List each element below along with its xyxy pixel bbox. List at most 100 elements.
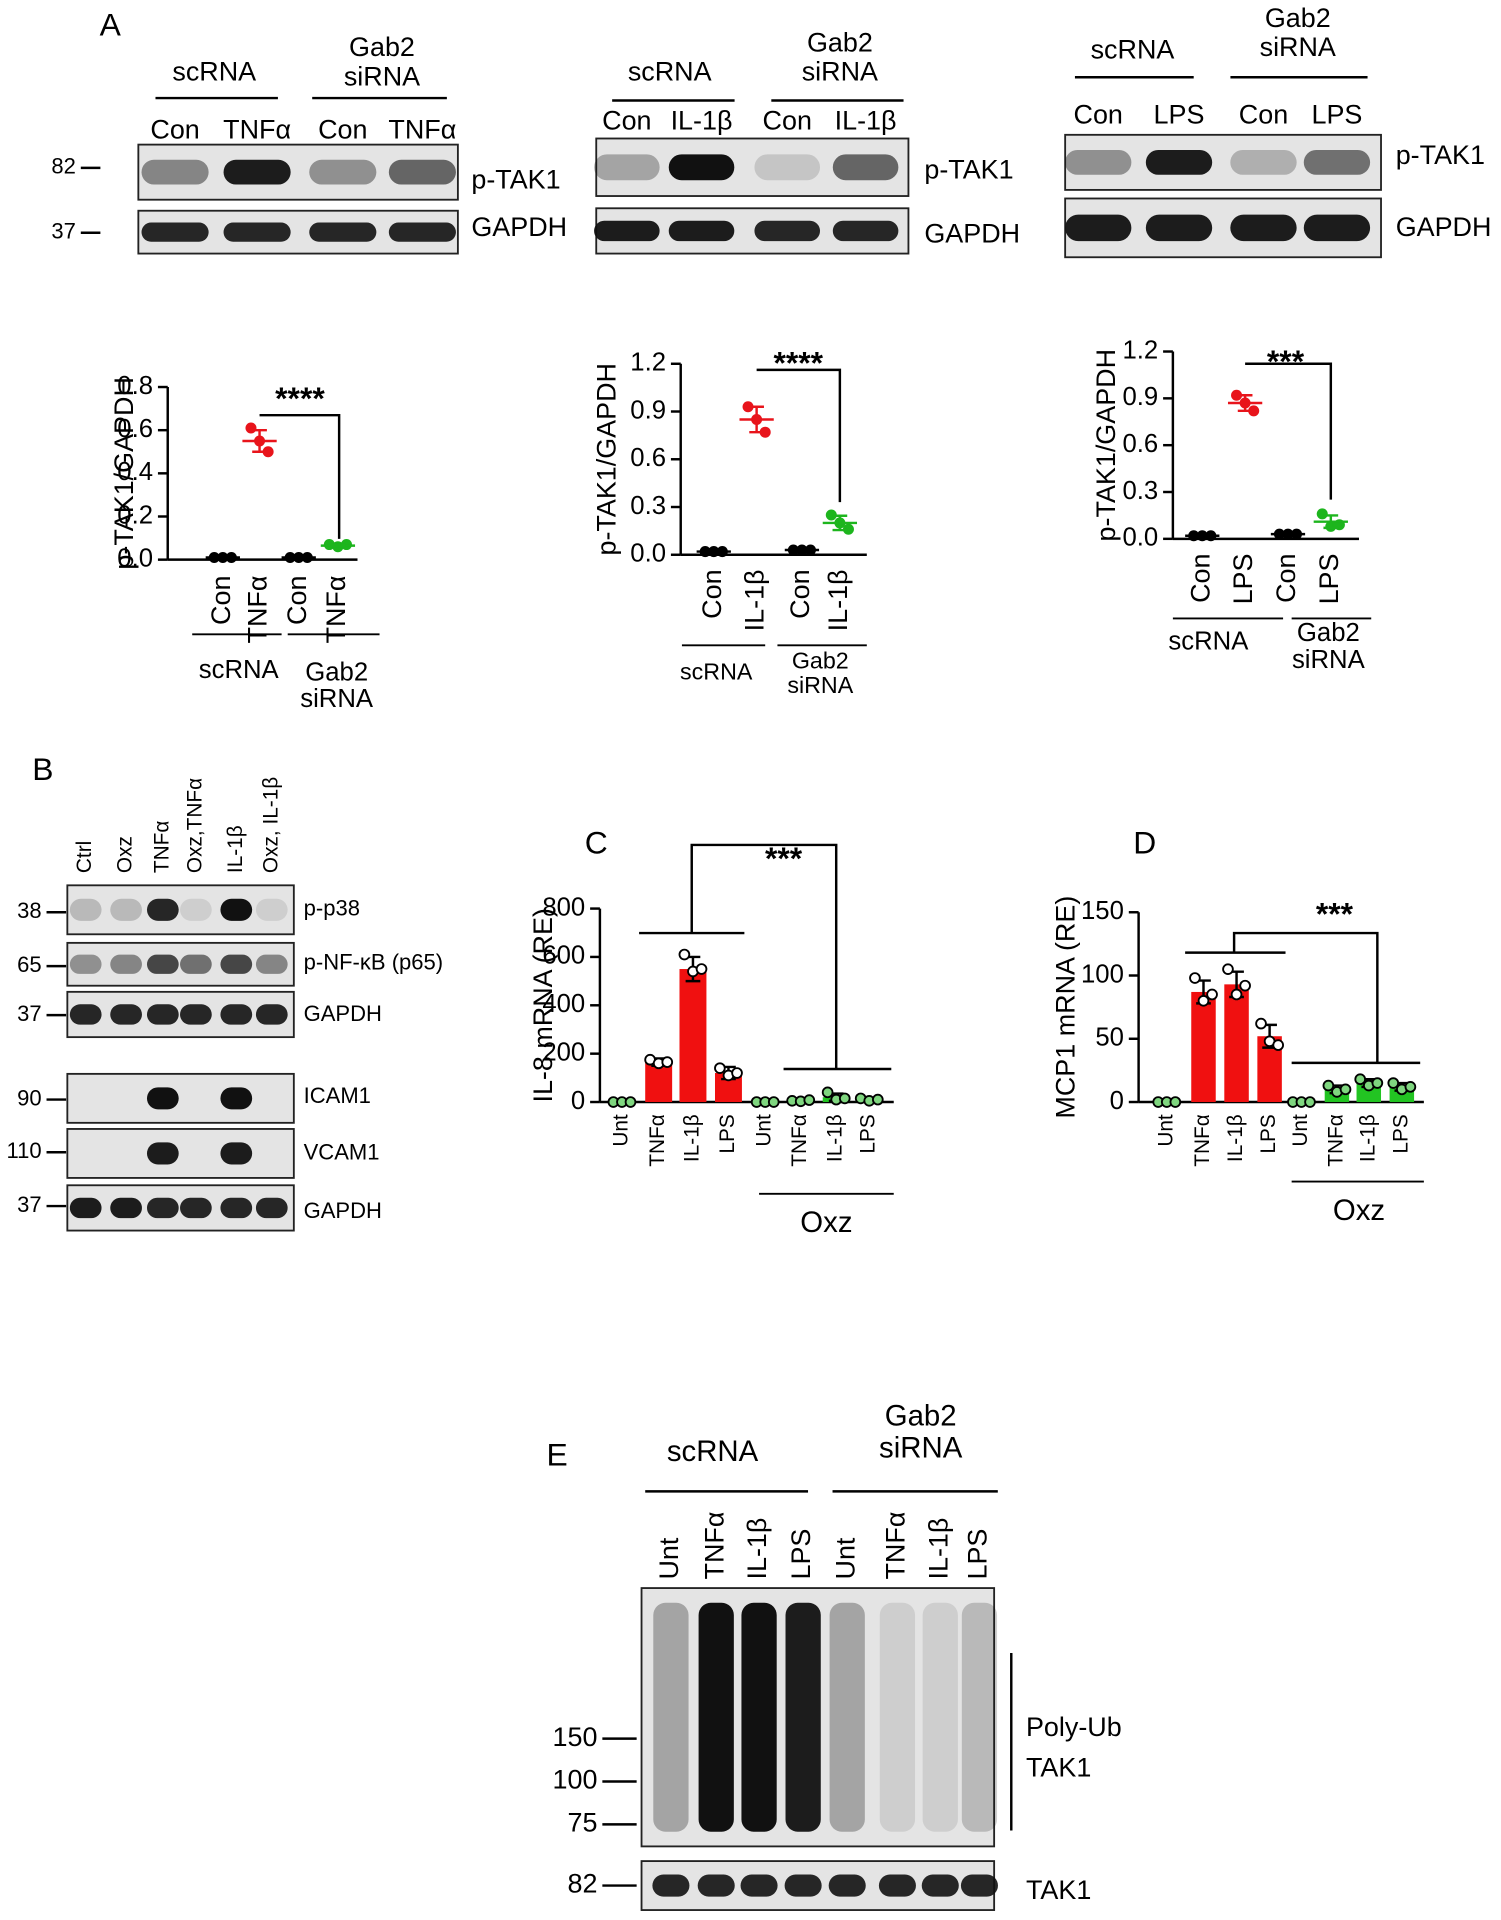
data-point xyxy=(1197,994,1210,1007)
blot-band xyxy=(740,1874,778,1897)
group-label: scRNA xyxy=(628,57,712,87)
sd-bar xyxy=(749,405,764,434)
blot-band xyxy=(784,1874,822,1897)
data-point xyxy=(1222,963,1234,975)
x-tick-label: TNFα xyxy=(1191,1114,1214,1166)
sd-bar xyxy=(832,514,848,532)
data-point xyxy=(1387,1077,1400,1089)
group-label: siRNA xyxy=(1292,646,1366,674)
lane-label: Con xyxy=(1239,100,1288,130)
x-tick-label: Unt xyxy=(1154,1114,1177,1147)
blot-smear xyxy=(698,1602,734,1832)
blot-membrane xyxy=(66,1072,295,1124)
y-tick-label: 100 xyxy=(1081,960,1124,988)
blot-band xyxy=(69,1004,102,1025)
x-tick-label: IL-1β xyxy=(1224,1114,1247,1162)
protein-label: p-TAK1 xyxy=(924,155,1013,185)
blot-band xyxy=(1303,214,1371,242)
y-tick-label: 1.2 xyxy=(630,349,666,377)
data-point xyxy=(1189,972,1201,984)
blot-band xyxy=(146,898,179,921)
blot-band xyxy=(180,954,212,974)
significance-bracket xyxy=(1245,362,1333,500)
x-tick-label: LPS xyxy=(1314,554,1344,605)
y-tick-label: 1.2 xyxy=(1122,336,1158,364)
blot-band xyxy=(220,954,253,974)
blot-smear xyxy=(879,1602,916,1832)
data-point xyxy=(825,509,837,521)
x-tick-label: Unt xyxy=(753,1114,776,1147)
x-tick-label: TNFα xyxy=(321,576,351,644)
sd-bar xyxy=(330,543,346,548)
x-tick-label: LPS xyxy=(857,1114,880,1153)
y-tick-label: 50 xyxy=(1095,1024,1124,1052)
blot-band xyxy=(180,1197,212,1219)
blot-band xyxy=(146,1087,179,1110)
data-point xyxy=(1272,1039,1284,1051)
blot-smear xyxy=(741,1602,777,1832)
data-point xyxy=(1231,389,1243,401)
significance-bracket xyxy=(756,368,842,503)
data-point xyxy=(1354,1073,1367,1086)
group-label: Gab2 xyxy=(305,658,368,686)
data-point xyxy=(661,1056,674,1068)
y-axis-label: p-TAK1/GAPDH xyxy=(109,377,139,570)
data-point xyxy=(821,1086,834,1099)
significance-bracket xyxy=(259,413,341,539)
significance-label: **** xyxy=(275,380,325,416)
data-point xyxy=(1255,1017,1267,1030)
x-tick-label: Unt xyxy=(609,1114,632,1147)
bar xyxy=(1191,991,1216,1103)
protein-label: GAPDH xyxy=(1396,212,1492,242)
blot-band xyxy=(110,954,142,974)
y-tick-label: 0.9 xyxy=(630,396,666,424)
blot-band xyxy=(309,222,377,242)
lane-label: IL-1β xyxy=(835,106,897,136)
y-axis-label: IL-8 mRNA (RE) xyxy=(528,908,558,1102)
lane-label: LPS xyxy=(786,1529,816,1580)
protein-label: TAK1 xyxy=(1026,1875,1091,1905)
blot-smear xyxy=(829,1602,865,1832)
blot-band xyxy=(220,1087,253,1110)
y-tick-label: 0.0 xyxy=(117,544,153,572)
blot-band xyxy=(220,1142,253,1165)
blot-smear xyxy=(961,1602,998,1832)
panel-letter: E xyxy=(546,1436,567,1472)
blot-band xyxy=(220,1197,253,1219)
blot-band xyxy=(255,898,288,921)
mw-marker: 82 xyxy=(568,1869,598,1899)
group-label: scRNA xyxy=(680,659,753,685)
group-label: siRNA xyxy=(787,672,853,698)
lane-label: TNFα xyxy=(223,114,291,144)
data-point xyxy=(803,1094,816,1106)
bar xyxy=(1224,984,1249,1103)
lane-label: LPS xyxy=(1154,100,1205,130)
blot-band xyxy=(921,1874,959,1897)
lane-label: Oxz xyxy=(114,836,137,873)
y-axis-label: p-TAK1/GAPDH xyxy=(1091,349,1121,542)
protein-label: p-NF-κB (p65) xyxy=(304,949,443,974)
bar xyxy=(679,969,707,1103)
lane-label: TNFα xyxy=(388,114,456,144)
blot-band xyxy=(652,1874,690,1897)
blot-band xyxy=(220,1004,253,1025)
data-point xyxy=(1304,1096,1316,1108)
lane-label: Con xyxy=(1074,100,1123,130)
protein-label: p-TAK1 xyxy=(471,164,560,194)
data-point xyxy=(1206,988,1218,1001)
y-tick-label: 0.9 xyxy=(1122,383,1158,411)
group-label: siRNA xyxy=(300,685,374,713)
blot-band xyxy=(255,954,288,974)
data-point xyxy=(678,948,691,961)
group-label: scRNA xyxy=(667,1435,759,1468)
blot-membrane xyxy=(595,137,910,197)
mw-marker: 65 xyxy=(17,952,42,977)
blot-membrane xyxy=(66,1128,295,1179)
data-point xyxy=(842,523,854,535)
lane-label: IL-1β xyxy=(671,106,733,136)
y-tick-label: 0.2 xyxy=(117,501,153,529)
y-tick-label: 0.0 xyxy=(630,540,666,568)
data-point xyxy=(1322,1079,1335,1092)
blot-band xyxy=(388,222,456,242)
mw-marker: 100 xyxy=(553,1765,598,1795)
